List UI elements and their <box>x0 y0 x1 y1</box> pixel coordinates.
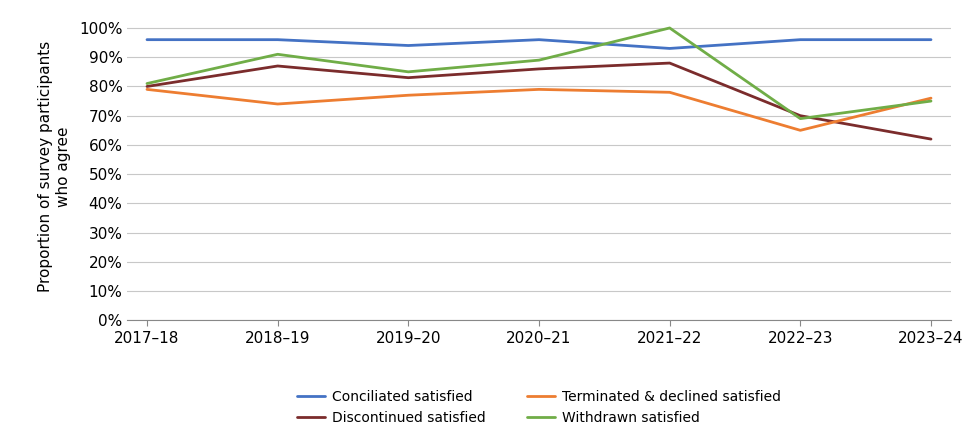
Withdrawn satisfied <box>795 116 807 121</box>
Terminated & declined satisfied <box>271 101 283 107</box>
Discontinued satisfied <box>141 84 153 89</box>
Line: Withdrawn satisfied: Withdrawn satisfied <box>147 28 931 119</box>
Discontinued satisfied <box>403 75 415 81</box>
Discontinued satisfied <box>795 113 807 118</box>
Conciliated satisfied <box>403 43 415 48</box>
Legend: Conciliated satisfied, Discontinued satisfied, Terminated & declined satisfied, : Conciliated satisfied, Discontinued sati… <box>290 383 788 432</box>
Terminated & declined satisfied <box>141 87 153 92</box>
Withdrawn satisfied <box>533 57 545 63</box>
Conciliated satisfied <box>795 37 807 42</box>
Line: Discontinued satisfied: Discontinued satisfied <box>147 63 931 139</box>
Line: Terminated & declined satisfied: Terminated & declined satisfied <box>147 89 931 130</box>
Conciliated satisfied <box>533 37 545 42</box>
Withdrawn satisfied <box>271 52 283 57</box>
Discontinued satisfied <box>925 137 937 142</box>
Terminated & declined satisfied <box>403 93 415 98</box>
Terminated & declined satisfied <box>795 128 807 133</box>
Withdrawn satisfied <box>403 69 415 74</box>
Line: Conciliated satisfied: Conciliated satisfied <box>147 40 931 49</box>
Terminated & declined satisfied <box>925 96 937 101</box>
Withdrawn satisfied <box>925 98 937 104</box>
Conciliated satisfied <box>271 37 283 42</box>
Withdrawn satisfied <box>141 81 153 86</box>
Discontinued satisfied <box>271 63 283 69</box>
Discontinued satisfied <box>533 66 545 72</box>
Conciliated satisfied <box>663 46 675 51</box>
Terminated & declined satisfied <box>533 87 545 92</box>
Conciliated satisfied <box>141 37 153 42</box>
Conciliated satisfied <box>925 37 937 42</box>
Withdrawn satisfied <box>663 25 675 31</box>
Terminated & declined satisfied <box>663 89 675 95</box>
Discontinued satisfied <box>663 61 675 66</box>
Y-axis label: Proportion of survey participants
who agree: Proportion of survey participants who ag… <box>38 41 71 292</box>
